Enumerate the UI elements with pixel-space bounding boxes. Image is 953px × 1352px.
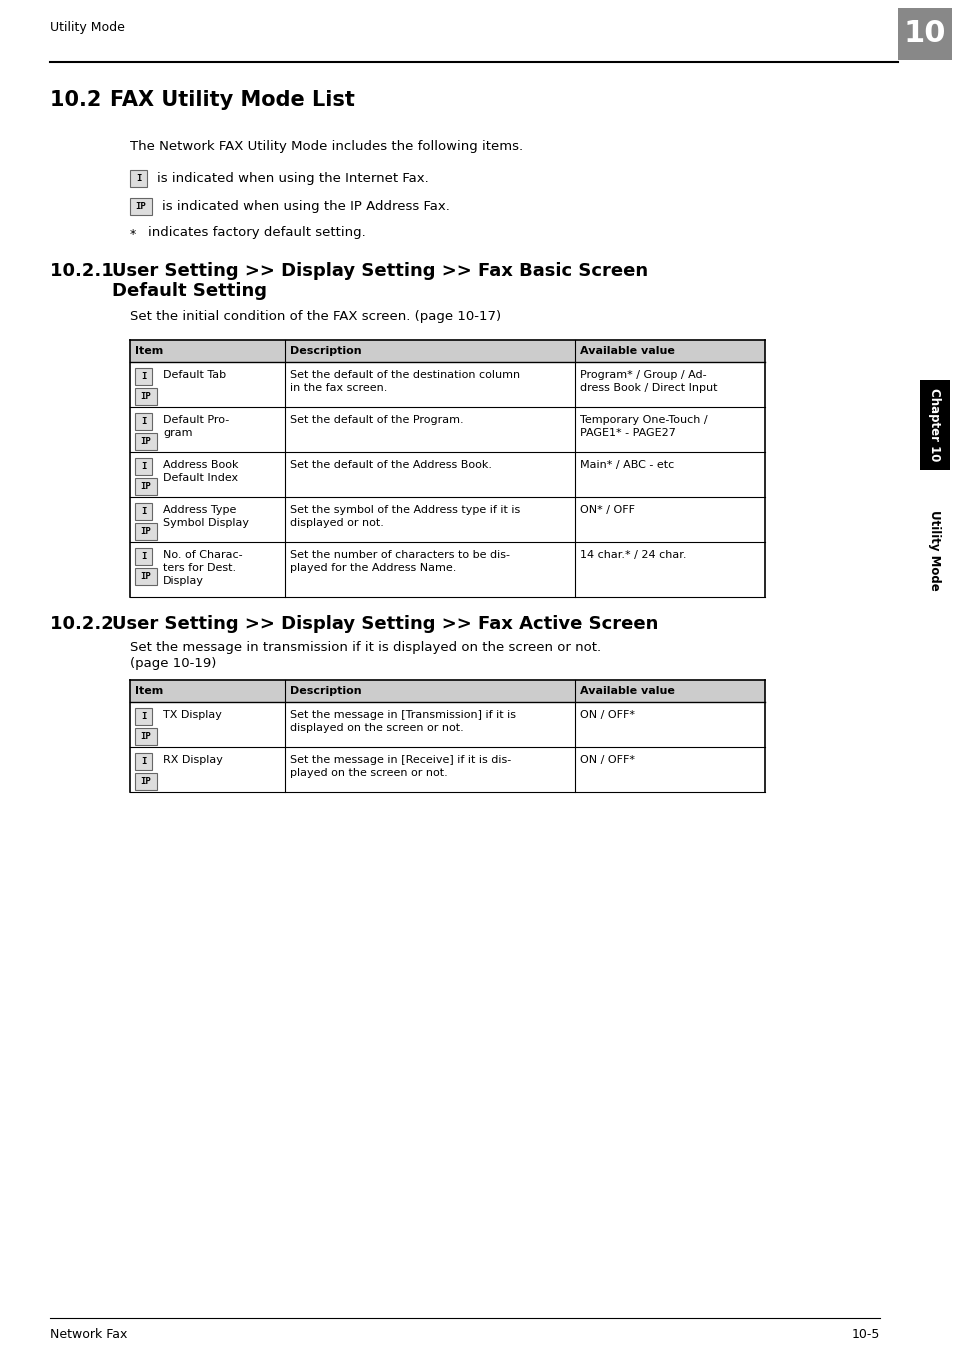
Bar — [919, 380, 949, 470]
Text: User Setting >> Display Setting >> Fax Active Screen: User Setting >> Display Setting >> Fax A… — [112, 615, 658, 633]
Bar — [135, 503, 152, 521]
Bar — [135, 479, 157, 495]
Text: Default Pro-
gram: Default Pro- gram — [163, 415, 229, 438]
Text: IP: IP — [140, 392, 152, 402]
Text: Network Fax: Network Fax — [50, 1328, 128, 1340]
Bar — [135, 753, 152, 771]
Text: I: I — [141, 757, 146, 767]
Text: Description: Description — [290, 346, 361, 356]
Text: Set the default of the Address Book.: Set the default of the Address Book. — [290, 460, 492, 470]
Text: ON / OFF*: ON / OFF* — [579, 754, 635, 765]
Text: I: I — [141, 552, 146, 561]
Text: I: I — [141, 372, 146, 381]
Text: The Network FAX Utility Mode includes the following items.: The Network FAX Utility Mode includes th… — [130, 141, 522, 153]
Text: Set the message in [Transmission] if it is
displayed on the screen or not.: Set the message in [Transmission] if it … — [290, 710, 516, 733]
Text: Set the default of the destination column
in the fax screen.: Set the default of the destination colum… — [290, 370, 519, 393]
Text: 10.2: 10.2 — [50, 91, 123, 110]
Bar — [135, 458, 152, 475]
Text: Main* / ABC - etc: Main* / ABC - etc — [579, 460, 674, 470]
Text: IP: IP — [140, 483, 152, 491]
Text: Address Book
Default Index: Address Book Default Index — [163, 460, 238, 483]
Bar — [130, 170, 147, 187]
Text: Description: Description — [290, 685, 361, 696]
Bar — [135, 523, 157, 539]
Text: 14 char.* / 24 char.: 14 char.* / 24 char. — [579, 550, 686, 560]
Text: Utility Mode: Utility Mode — [927, 510, 941, 591]
Bar — [135, 773, 157, 790]
Text: ON / OFF*: ON / OFF* — [579, 710, 635, 721]
Text: Set the symbol of the Address type if it is
displayed or not.: Set the symbol of the Address type if it… — [290, 506, 519, 529]
Bar — [135, 708, 152, 725]
Text: No. of Charac-
ters for Dest.
Display: No. of Charac- ters for Dest. Display — [163, 550, 242, 587]
Bar — [897, 8, 951, 59]
Bar — [135, 412, 152, 430]
Text: Item: Item — [135, 685, 163, 696]
Text: *: * — [130, 228, 136, 241]
Text: RX Display: RX Display — [163, 754, 223, 765]
Bar — [135, 548, 152, 565]
Bar — [135, 368, 152, 385]
Text: IP: IP — [140, 731, 152, 741]
Bar — [130, 197, 152, 215]
Text: User Setting >> Display Setting >> Fax Basic Screen: User Setting >> Display Setting >> Fax B… — [112, 262, 647, 280]
Text: IP: IP — [140, 572, 152, 581]
Text: I: I — [141, 416, 146, 426]
Text: is indicated when using the IP Address Fax.: is indicated when using the IP Address F… — [162, 200, 450, 214]
Text: IP: IP — [140, 437, 152, 446]
Text: Set the message in transmission if it is displayed on the screen or not.: Set the message in transmission if it is… — [130, 641, 600, 654]
Text: (page 10-19): (page 10-19) — [130, 657, 216, 671]
Bar — [135, 727, 157, 745]
Text: IP: IP — [135, 201, 146, 211]
Bar — [135, 433, 157, 450]
Text: 10.2.2: 10.2.2 — [50, 615, 126, 633]
Text: Set the number of characters to be dis-
played for the Address Name.: Set the number of characters to be dis- … — [290, 550, 510, 573]
Text: Chapter 10: Chapter 10 — [927, 388, 941, 461]
Text: IP: IP — [140, 527, 152, 535]
Text: is indicated when using the Internet Fax.: is indicated when using the Internet Fax… — [157, 172, 428, 185]
Bar — [135, 388, 157, 406]
Text: ON* / OFF: ON* / OFF — [579, 506, 635, 515]
Text: Set the default of the Program.: Set the default of the Program. — [290, 415, 463, 425]
Text: FAX Utility Mode List: FAX Utility Mode List — [110, 91, 355, 110]
Text: I: I — [141, 507, 146, 516]
Text: I: I — [141, 462, 146, 470]
Bar — [130, 339, 764, 362]
Text: Temporary One-Touch /
PAGE1* - PAGE27: Temporary One-Touch / PAGE1* - PAGE27 — [579, 415, 707, 438]
Text: 10-5: 10-5 — [851, 1328, 879, 1340]
Text: Available value: Available value — [579, 685, 674, 696]
Text: 10: 10 — [902, 19, 945, 49]
Text: I: I — [141, 713, 146, 721]
Bar — [130, 680, 764, 702]
Text: Item: Item — [135, 346, 163, 356]
Text: TX Display: TX Display — [163, 710, 222, 721]
Text: Set the initial condition of the FAX screen. (page 10-17): Set the initial condition of the FAX scr… — [130, 310, 500, 323]
Text: Default Setting: Default Setting — [112, 283, 267, 300]
Text: Default Tab: Default Tab — [163, 370, 226, 380]
Text: Address Type
Symbol Display: Address Type Symbol Display — [163, 506, 249, 529]
Text: Set the message in [Receive] if it is dis-
played on the screen or not.: Set the message in [Receive] if it is di… — [290, 754, 511, 779]
Text: IP: IP — [140, 777, 152, 786]
Text: I: I — [135, 174, 141, 183]
Text: Available value: Available value — [579, 346, 674, 356]
Text: indicates factory default setting.: indicates factory default setting. — [148, 226, 365, 239]
Text: Utility Mode: Utility Mode — [50, 22, 125, 35]
Text: Program* / Group / Ad-
dress Book / Direct Input: Program* / Group / Ad- dress Book / Dire… — [579, 370, 717, 393]
Bar — [135, 568, 157, 585]
Text: 10.2.1: 10.2.1 — [50, 262, 126, 280]
